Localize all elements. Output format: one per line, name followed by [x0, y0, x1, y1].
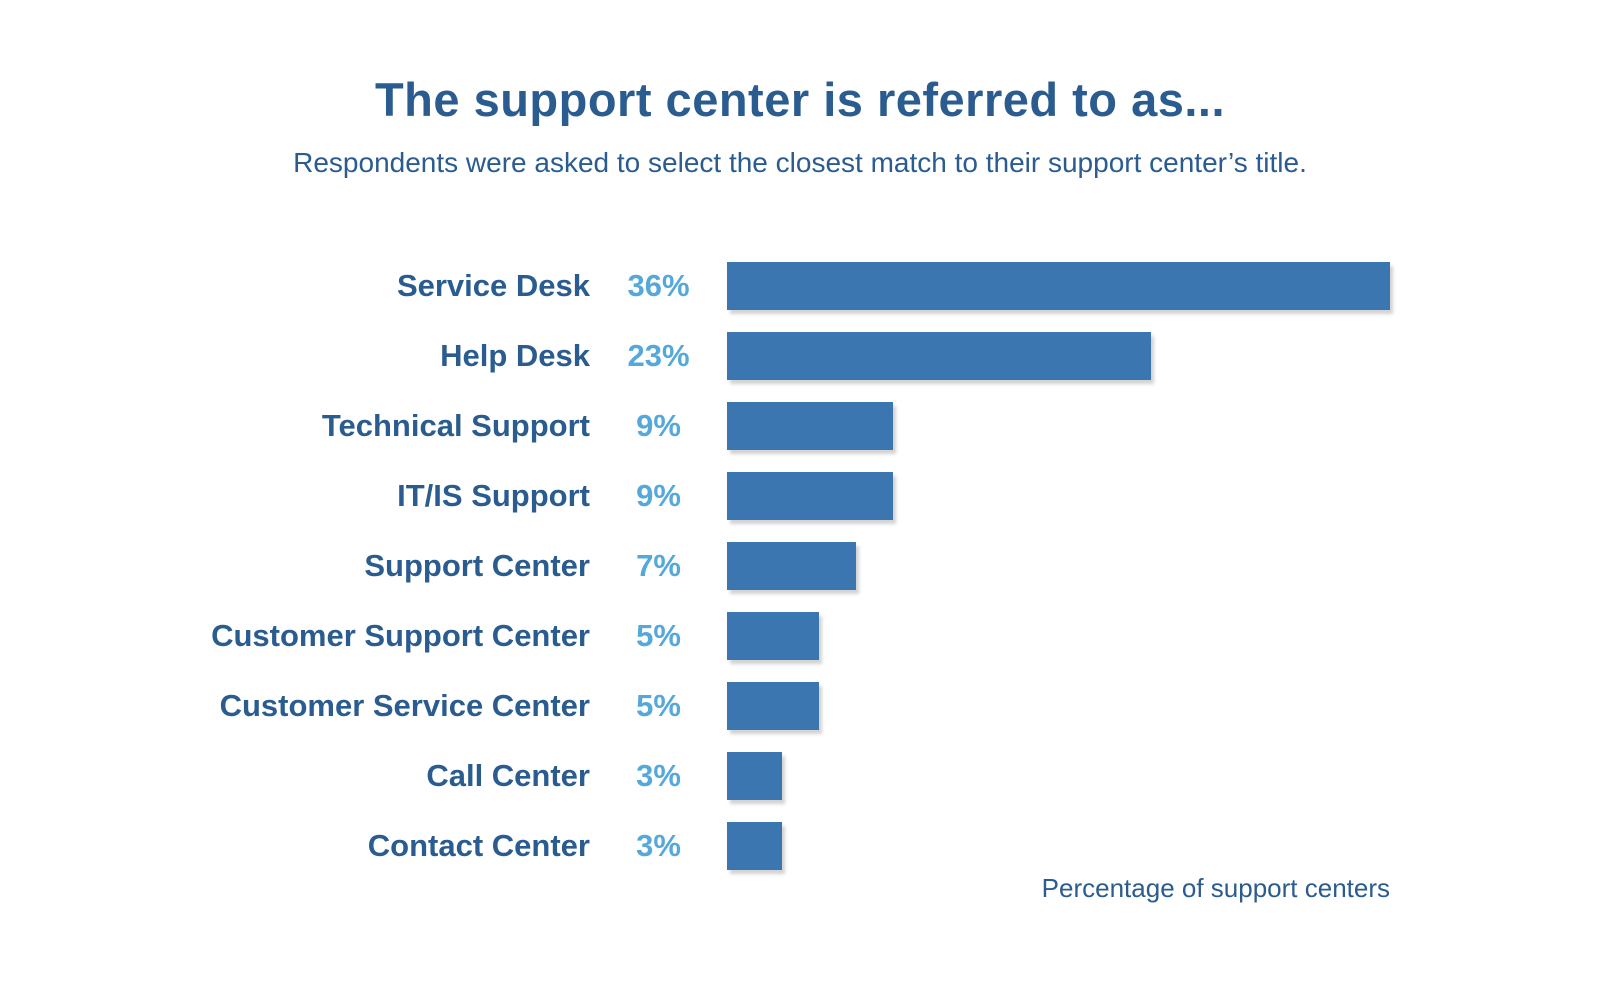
bar-area	[727, 262, 1600, 310]
value-label: 5%	[636, 688, 681, 723]
value-label: 9%	[636, 408, 681, 443]
value-label: 3%	[636, 828, 681, 863]
bar	[727, 822, 783, 870]
bar-area	[727, 612, 1600, 660]
chart-row: Customer Service Center 5%	[90, 671, 1600, 741]
category-label: IT/IS Support	[397, 478, 590, 513]
chart-row: Call Center 3%	[90, 741, 1600, 811]
value-label: 9%	[636, 478, 681, 513]
value-label: 23%	[627, 338, 690, 373]
bar-area	[727, 822, 1600, 870]
category-label: Call Center	[426, 758, 590, 793]
chart-header: The support center is referred to as... …	[0, 0, 1600, 179]
category-label: Customer Support Center	[211, 618, 590, 653]
bar-area	[727, 752, 1600, 800]
chart-row: IT/IS Support 9%	[90, 461, 1600, 531]
category-label: Help Desk	[440, 338, 590, 373]
chart-row: Service Desk 36%	[90, 251, 1600, 321]
chart-title: The support center is referred to as...	[374, 73, 1226, 126]
category-label: Technical Support	[321, 408, 590, 443]
bar	[727, 332, 1151, 380]
chart-subtitle: Respondents were asked to select the clo…	[293, 147, 1307, 178]
category-label: Customer Service Center	[219, 688, 590, 723]
chart-row: Customer Support Center 5%	[90, 601, 1600, 671]
bar	[727, 542, 856, 590]
chart-row: Help Desk 23%	[90, 321, 1600, 391]
bar-chart: Service Desk 36% Help Desk 23% Technical Sup…	[0, 251, 1600, 881]
value-label: 36%	[627, 268, 690, 303]
bar-area	[727, 682, 1600, 730]
bar	[727, 472, 893, 520]
bar	[727, 682, 820, 730]
value-label: 3%	[636, 758, 681, 793]
category-label: Contact Center	[367, 828, 590, 863]
value-label: 7%	[636, 548, 681, 583]
category-label: Service Desk	[396, 268, 590, 303]
bar-area	[727, 472, 1600, 520]
chart-row: Technical Support 9%	[90, 391, 1600, 461]
axis-note: Percentage of support centers	[1041, 873, 1390, 903]
chart-row: Support Center 7%	[90, 531, 1600, 601]
value-label: 5%	[636, 618, 681, 653]
bar-area	[727, 332, 1600, 380]
bar	[727, 402, 893, 450]
chart-row: Contact Center 3%	[90, 811, 1600, 881]
bar-area	[727, 402, 1600, 450]
bar	[727, 262, 1390, 310]
bar	[727, 612, 820, 660]
category-label: Support Center	[364, 548, 590, 583]
bar-area	[727, 542, 1600, 590]
bar	[727, 752, 783, 800]
